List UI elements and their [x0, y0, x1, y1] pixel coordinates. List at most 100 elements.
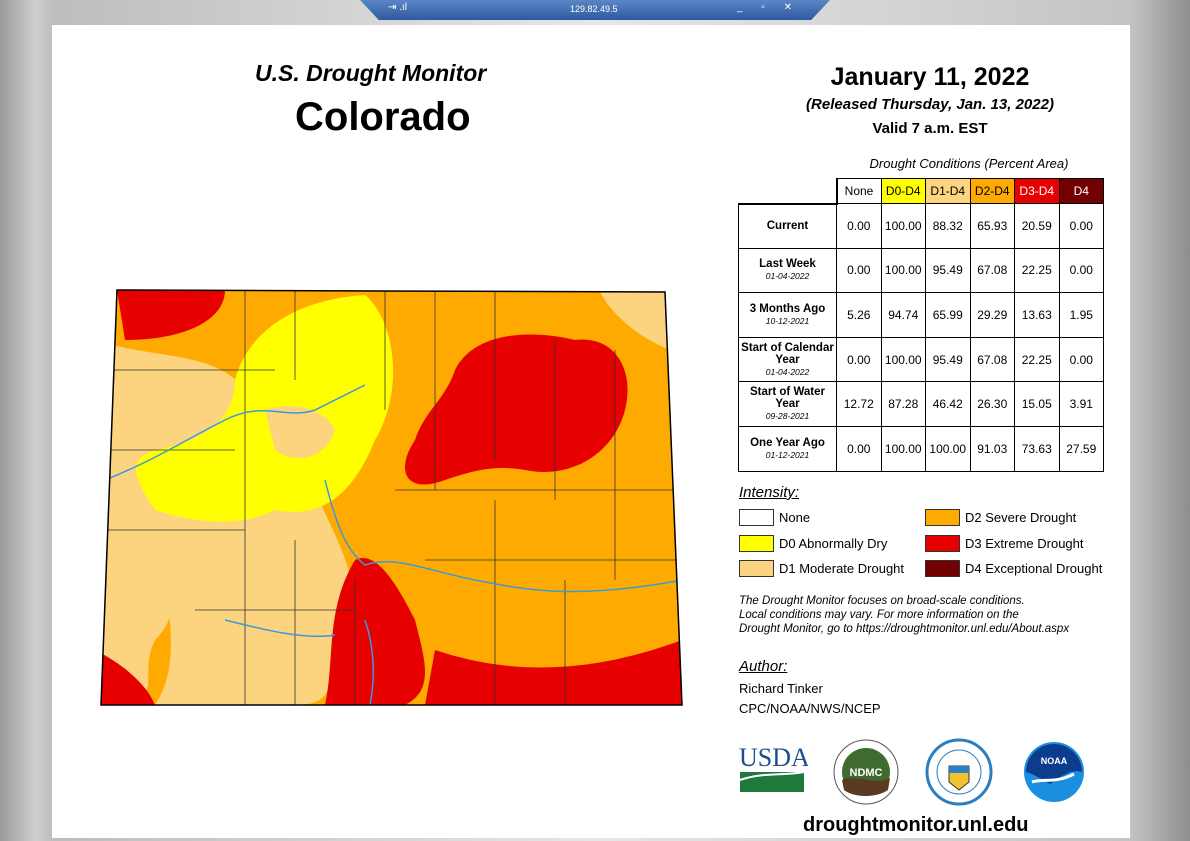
table-cell: 100.00 — [880, 336, 926, 383]
state-outline — [100, 289, 683, 706]
release-date: (Released Thursday, Jan. 13, 2022) — [806, 96, 1054, 113]
info-note: The Drought Monitor focuses on broad-sca… — [739, 594, 1069, 636]
table-cell: 3.91 — [1058, 381, 1104, 427]
legend-item: None — [739, 509, 810, 526]
table-caption: Drought Conditions (Percent Area) — [869, 156, 1069, 171]
row-label: Start of Water Year 09-28-2021 — [738, 381, 837, 427]
legend-label: D4 Exceptional Drought — [965, 561, 1103, 576]
note-link-line[interactable]: Drought Monitor, go to https://droughtmo… — [739, 623, 1070, 635]
table-cell: 67.08 — [969, 336, 1015, 383]
legend-swatch — [739, 535, 774, 552]
table-cell: 0.00 — [1058, 336, 1104, 383]
drought-conditions-table: None D0-D4 D1-D4 D2-D4 D3-D4 D4 Current 0.00 100… — [738, 178, 1104, 472]
product-title: U.S. Drought Monitor — [255, 60, 487, 86]
table-cell: 26.30 — [969, 381, 1015, 427]
legend-title: Intensity: — [739, 484, 800, 501]
note-line: Local conditions may vary. For more info… — [739, 609, 1019, 621]
usda-logo: USDA — [739, 743, 808, 792]
table-cell: 100.00 — [880, 425, 926, 472]
table-cell: 0.00 — [836, 203, 882, 249]
table-cell: 0.00 — [836, 247, 882, 294]
row-label-text: Start of Calendar Year — [741, 341, 834, 366]
author-title: Author: — [739, 658, 788, 675]
table-cell: 1.95 — [1058, 292, 1104, 338]
table-cell: 67.08 — [969, 247, 1015, 294]
table-cell: 22.25 — [1014, 247, 1060, 294]
table-cell: 5.26 — [836, 292, 882, 338]
legend-swatch — [739, 509, 774, 526]
table-row: 3 Months Ago 10-12-2021 5.26 94.74 65.99 29.2… — [738, 292, 1104, 338]
table-cell: 95.49 — [925, 336, 971, 383]
d3-area-northwest — [117, 290, 225, 340]
table-cell: 22.25 — [1014, 336, 1060, 383]
table-cell: 88.32 — [925, 203, 971, 249]
table-cell: 100.00 — [880, 247, 926, 294]
row-label-text: Current — [766, 220, 809, 233]
legend-item: D2 Severe Drought — [925, 509, 1076, 526]
column-header: D2-D4 — [969, 178, 1015, 204]
table-cell: 65.99 — [925, 292, 971, 338]
doc-seal-logo — [925, 738, 993, 806]
table-cell: 73.63 — [1014, 425, 1060, 472]
row-date: 10-12-2021 — [765, 315, 810, 326]
row-label: One Year Ago 01-12-2021 — [738, 425, 837, 472]
window-controls[interactable]: _ ▫ ✕ — [736, 2, 800, 13]
svg-text:NOAA: NOAA — [1041, 756, 1068, 766]
row-date: 01-04-2022 — [765, 366, 810, 377]
svg-text:NDMC: NDMC — [850, 767, 883, 779]
table-cell: 0.00 — [836, 336, 882, 383]
pin-signal-icons[interactable]: ⇥ .ıl — [388, 2, 407, 13]
table-cell: 0.00 — [1058, 247, 1104, 294]
map-date: January 11, 2022 — [830, 63, 1030, 91]
legend-item: D1 Moderate Drought — [739, 560, 904, 577]
table-cell: 13.63 — [1014, 292, 1060, 338]
region-title: Colorado — [295, 95, 471, 139]
d3-area-southwest — [101, 650, 155, 705]
legend-label: D3 Extreme Drought — [965, 536, 1084, 551]
d3-area-northeast — [405, 334, 628, 485]
table-row: Current 0.00 100.00 88.32 65.93 20.59 0.00 — [738, 203, 1104, 249]
row-label: Start of Calendar Year 01-04-2022 — [738, 336, 837, 383]
table-cell: 29.29 — [969, 292, 1015, 338]
legend-label: D2 Severe Drought — [965, 510, 1077, 525]
table-cell: 0.00 — [836, 425, 882, 472]
d3-area-southeast — [425, 640, 682, 705]
table-cell: 91.03 — [969, 425, 1015, 472]
table-cell: 15.05 — [1014, 381, 1060, 427]
remote-session-bar: ⇥ .ıl 129.82.49.5 _ ▫ ✕ — [360, 0, 830, 20]
colorado-drought-map — [100, 289, 683, 706]
table-cell: 95.49 — [925, 247, 971, 294]
table-row: One Year Ago 01-12-2021 0.00 100.00 100.00 91… — [738, 425, 1104, 472]
legend-label: D0 Abnormally Dry — [779, 536, 888, 551]
session-address: 129.82.49.5 — [570, 4, 618, 14]
valid-time: Valid 7 a.m. EST — [872, 120, 988, 137]
table-cell: 46.42 — [925, 381, 971, 427]
table-cell: 0.00 — [1058, 203, 1104, 249]
ndmc-logo: NDMC — [833, 739, 899, 805]
column-header: None — [836, 178, 882, 204]
svg-text:USDA: USDA — [739, 743, 808, 772]
legend-item: D0 Abnormally Dry — [739, 535, 887, 552]
row-label-text: Last Week — [759, 258, 816, 271]
table-row: Start of Calendar Year 01-04-2022 0.00 100.… — [738, 336, 1104, 383]
table-row: Start of Water Year 09-28-2021 12.72 87.28 4… — [738, 381, 1104, 427]
d3-area-south — [325, 558, 425, 705]
noaa-logo: NOAA — [1024, 742, 1084, 802]
note-line: The Drought Monitor focuses on broad-sca… — [739, 595, 1025, 607]
row-label: Last Week 01-04-2022 — [738, 247, 837, 294]
header-blank — [738, 178, 838, 205]
website-link[interactable]: droughtmonitor.unl.edu — [803, 814, 1029, 836]
row-date: 09-28-2021 — [765, 411, 810, 422]
row-label-text: Start of Water Year — [750, 386, 825, 411]
table-cell: 94.74 — [880, 292, 926, 338]
colorado-river — [104, 384, 366, 481]
column-header: D4 — [1058, 178, 1104, 204]
legend-item: D4 Exceptional Drought — [925, 560, 1102, 577]
row-label-text: One Year Ago — [750, 436, 825, 449]
row-label: Current — [738, 203, 837, 249]
d0-area — [136, 295, 394, 522]
rio-grande — [224, 619, 375, 705]
legend-label: None — [779, 510, 811, 525]
author-block: Richard Tinker CPC/NOAA/NWS/NCEP — [739, 679, 881, 719]
author-org: CPC/NOAA/NWS/NCEP — [739, 701, 881, 716]
